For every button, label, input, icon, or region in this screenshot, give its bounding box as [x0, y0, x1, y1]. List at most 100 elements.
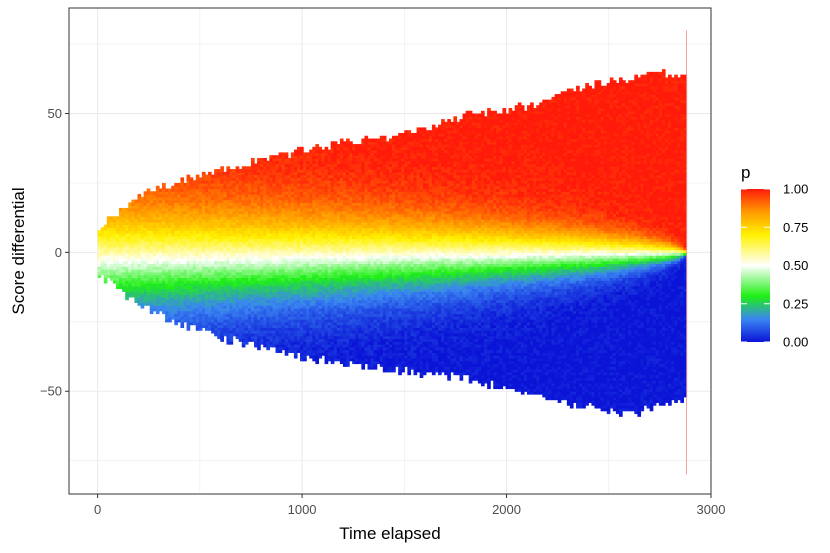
heat-cell	[306, 194, 310, 198]
heat-cell	[232, 188, 237, 192]
heat-cell	[352, 216, 356, 220]
heat-cell	[324, 282, 329, 287]
heat-cell	[284, 152, 289, 156]
heat-cell	[321, 169, 326, 173]
heat-cell	[269, 191, 274, 195]
heat-cell	[330, 305, 335, 309]
heat-cell	[168, 244, 172, 248]
heat-cell	[217, 191, 221, 195]
heat-cell	[244, 277, 249, 281]
heat-cell	[220, 321, 224, 326]
heat-cell	[300, 149, 304, 154]
heat-cell	[229, 321, 234, 326]
heat-cell	[327, 152, 332, 156]
heat-cell	[208, 191, 212, 195]
heat-cell	[235, 169, 240, 173]
heat-cell	[189, 299, 194, 303]
heat-cell	[315, 282, 320, 287]
heat-cell	[235, 210, 240, 215]
heat-cell	[358, 285, 362, 290]
heat-cell	[306, 269, 310, 273]
heat-cell	[324, 194, 329, 198]
heat-cell	[324, 296, 329, 301]
heat-cell	[355, 321, 359, 326]
heat-cell	[355, 291, 359, 295]
heat-cell	[281, 335, 286, 340]
heat-cell	[189, 302, 194, 306]
heat-cell	[162, 271, 166, 276]
heat-cell	[244, 166, 249, 170]
heat-cell	[324, 299, 329, 303]
heat-cell	[226, 280, 231, 284]
heat-cell	[287, 221, 292, 226]
heat-cell	[355, 255, 359, 259]
heat-cell	[211, 185, 215, 190]
heat-cell	[333, 191, 338, 195]
heat-cell	[263, 241, 267, 245]
heat-cell	[300, 216, 304, 220]
heat-cell	[128, 244, 132, 248]
heat-cell	[217, 216, 221, 220]
heat-cell	[125, 291, 129, 295]
heat-cell	[275, 213, 280, 217]
heat-cell	[309, 266, 313, 270]
heat-cell	[290, 274, 295, 278]
heat-cell	[266, 260, 270, 265]
heat-cell	[275, 285, 280, 290]
heat-cell	[155, 305, 160, 309]
heat-cell	[174, 199, 178, 203]
heat-cell	[339, 152, 344, 156]
heat-cell	[260, 232, 264, 237]
heat-cell	[315, 210, 320, 215]
heat-cell	[247, 246, 252, 251]
heat-cell	[204, 202, 209, 206]
heat-cell	[198, 313, 203, 317]
heat-cell	[158, 227, 163, 231]
heat-cell	[125, 266, 129, 270]
heat-cell	[229, 205, 234, 209]
heat-cell	[238, 219, 243, 223]
heat-cell	[208, 182, 212, 187]
heat-cell	[330, 349, 335, 353]
heat-cell	[346, 146, 350, 151]
heat-cell	[143, 269, 148, 273]
heat-cell	[162, 266, 166, 270]
heat-cell	[300, 252, 304, 256]
heat-cell	[309, 232, 313, 237]
heat-cell	[183, 274, 188, 278]
heat-cell	[330, 160, 335, 165]
heat-cell	[287, 194, 292, 198]
heat-cell	[336, 330, 341, 334]
heat-cell	[321, 202, 326, 206]
heat-cell	[244, 305, 249, 309]
heat-cell	[290, 244, 295, 248]
heat-cell	[309, 169, 313, 173]
heat-cell	[198, 282, 203, 287]
heat-cell	[260, 246, 264, 251]
heat-cell	[266, 316, 270, 320]
heat-cell	[214, 321, 218, 326]
heat-cell	[103, 246, 108, 251]
heat-cell	[211, 316, 215, 320]
heat-cell	[162, 238, 166, 242]
heat-cell	[272, 280, 277, 284]
heat-cell	[137, 282, 142, 287]
heat-cell	[327, 169, 332, 173]
heat-cell	[330, 224, 335, 228]
heat-cell	[290, 335, 295, 340]
heat-cell	[165, 302, 169, 306]
heat-cell	[177, 196, 182, 201]
heat-cell	[134, 285, 139, 290]
heat-cell	[247, 316, 252, 320]
heat-cell	[244, 274, 249, 278]
heat-cell	[333, 199, 338, 203]
heat-cell	[257, 213, 261, 217]
heat-cell	[223, 216, 228, 220]
heat-cell	[226, 288, 231, 292]
heat-cell	[152, 271, 157, 276]
heat-cell	[229, 182, 234, 187]
heat-cell	[177, 244, 182, 248]
heat-cell	[315, 246, 320, 251]
heat-cell	[339, 207, 344, 212]
heat-cell	[324, 146, 329, 151]
